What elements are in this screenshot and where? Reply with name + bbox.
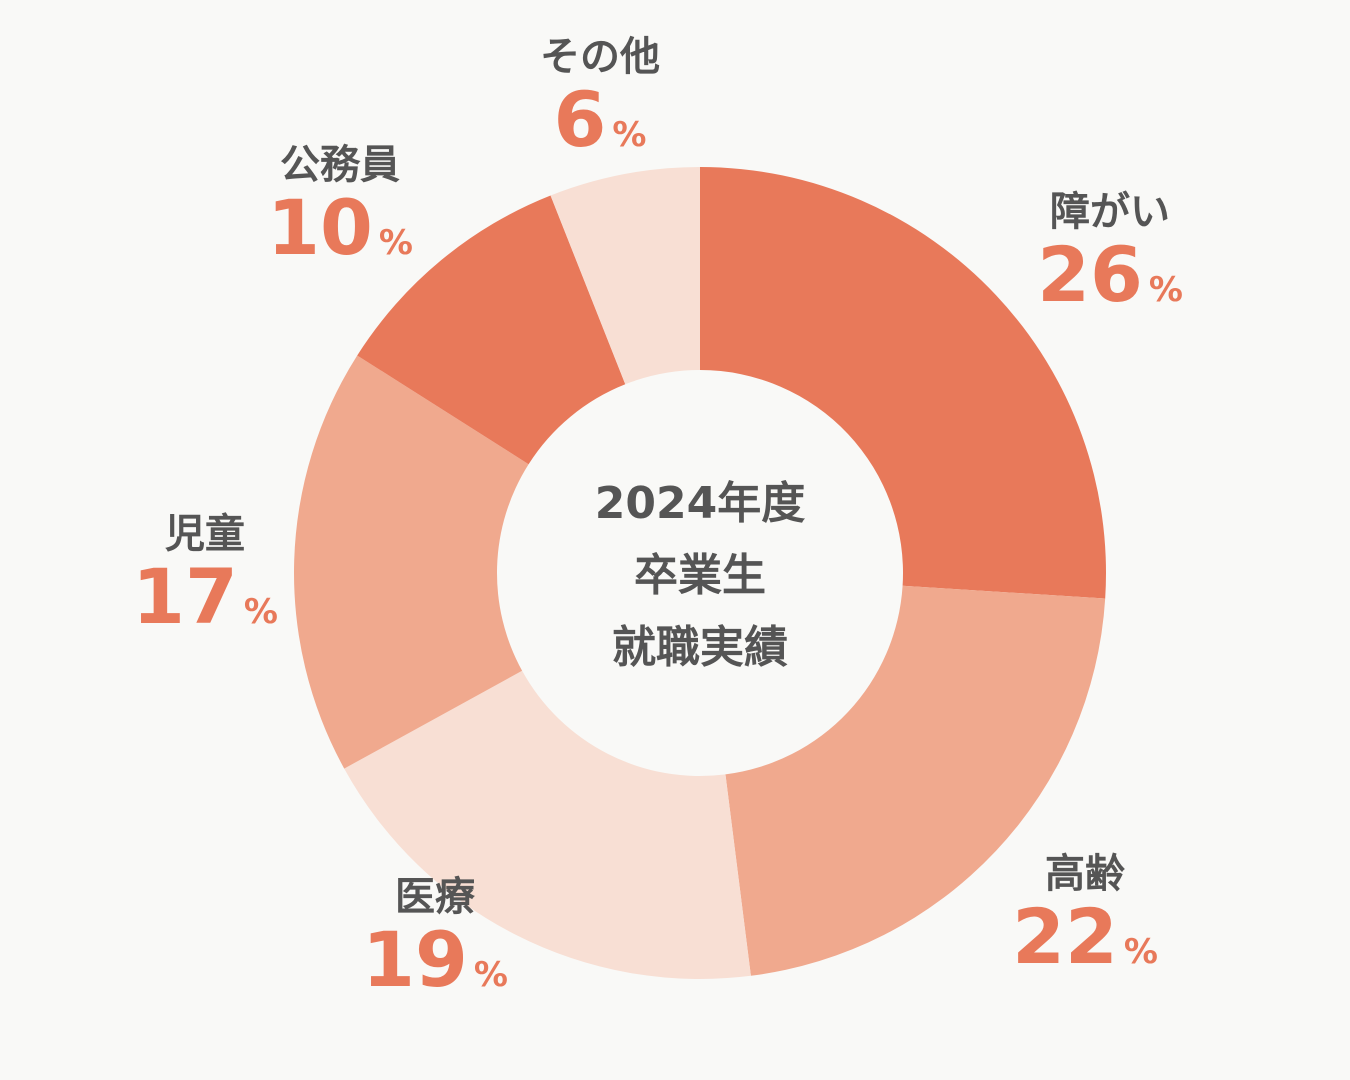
- slice-value-number: 19: [362, 915, 468, 1004]
- slice-value-unit: %: [473, 955, 508, 995]
- slice-value-number: 17: [132, 552, 238, 641]
- slice-value: 10%: [240, 187, 440, 290]
- slice-category: その他: [540, 34, 660, 80]
- donut-slice-5: [550, 167, 700, 385]
- slice-value: 19%: [335, 919, 535, 1022]
- slice-value-number: 10: [267, 183, 373, 272]
- slice-value-number: 26: [1037, 230, 1143, 319]
- donut-slice-0: [700, 167, 1106, 599]
- slice-value-number: 22: [1012, 892, 1118, 981]
- slice-value-number: 6: [553, 75, 607, 164]
- slice-category: 医療: [395, 874, 475, 920]
- donut-slice-4: [357, 195, 626, 465]
- donut-slice-2: [344, 670, 751, 980]
- slice-label-civil-servant: 公務員 10%: [240, 143, 440, 290]
- slice-value: 26%: [1010, 234, 1210, 337]
- donut-slice-3: [293, 355, 529, 769]
- slice-label-medical: 医療 19%: [335, 875, 535, 1022]
- chart-title-line-3: 就職実績: [612, 622, 788, 673]
- slice-category: 障がい: [1050, 189, 1170, 235]
- slice-category: 児童: [165, 511, 245, 557]
- slice-label-elderly: 高齢 22%: [985, 852, 1185, 999]
- slice-value-unit: %: [1123, 932, 1158, 972]
- slice-value-unit: %: [1148, 270, 1183, 310]
- slice-value: 6%: [500, 79, 700, 182]
- slice-value: 22%: [985, 896, 1185, 999]
- slice-value-unit: %: [612, 115, 647, 155]
- slice-label-other: その他 6%: [500, 35, 700, 182]
- slice-value: 17%: [105, 556, 305, 659]
- chart-title-line-1: 2024年度: [594, 478, 806, 529]
- slice-label-children: 児童 17%: [105, 512, 305, 659]
- slice-category: 公務員: [280, 142, 400, 188]
- slice-category: 高齢: [1045, 851, 1125, 897]
- slice-value-unit: %: [378, 223, 413, 263]
- slice-label-disability: 障がい 26%: [1010, 190, 1210, 337]
- donut-slices: [293, 167, 1106, 980]
- chart-title-line-2: 卒業生: [634, 550, 766, 601]
- chart-title: 2024年度 卒業生 就職実績: [500, 468, 900, 684]
- slice-value-unit: %: [243, 592, 278, 632]
- donut-slice-1: [725, 585, 1106, 976]
